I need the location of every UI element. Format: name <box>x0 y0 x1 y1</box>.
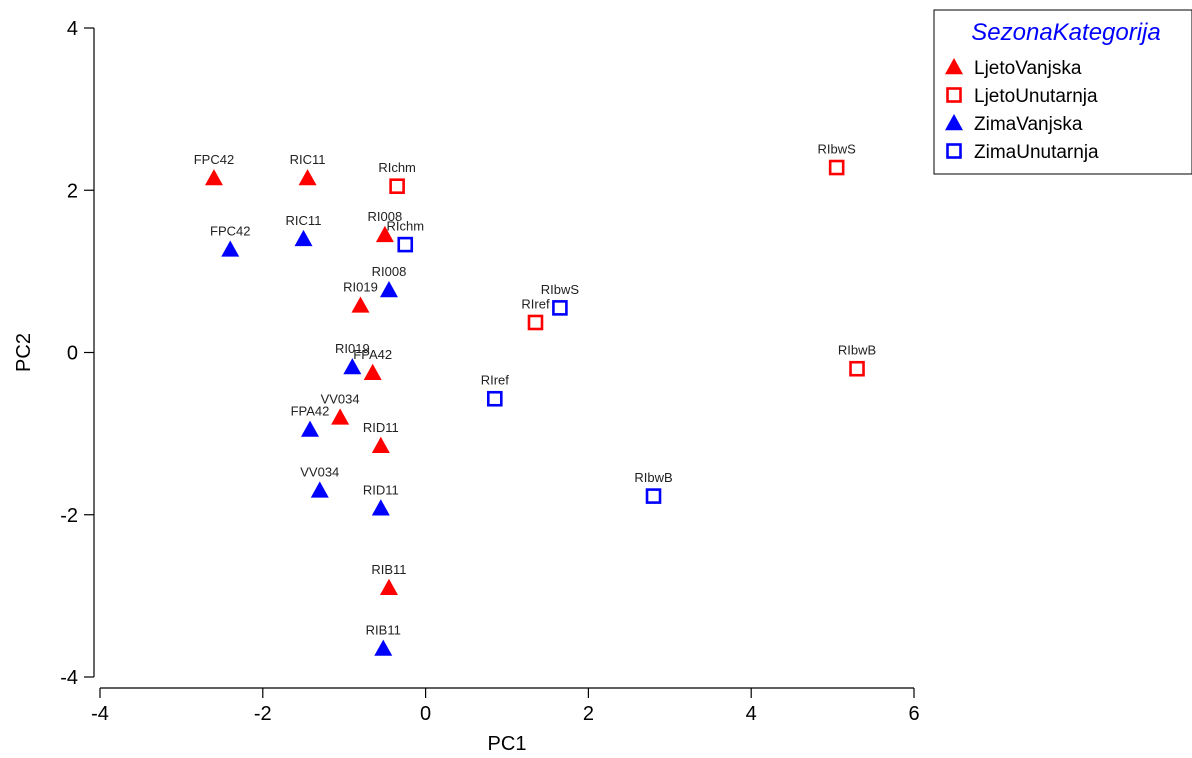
legend-label: LjetoVanjska <box>974 58 1082 79</box>
data-point <box>527 314 544 331</box>
data-point <box>371 436 390 453</box>
point-labels: FPC42 RIC11RI008RI019FPA42VV034RID11RIB11… <box>194 142 876 638</box>
legend-marker <box>945 114 963 131</box>
point-label: RIC11 <box>286 213 322 228</box>
x-tick-label: 4 <box>746 703 757 725</box>
data-point <box>343 358 362 375</box>
point-label: RIref <box>481 373 510 388</box>
point-label: RIref <box>521 296 550 311</box>
data-point <box>298 169 317 186</box>
point-label: RIB11 <box>366 623 401 638</box>
point-label: RI019 <box>343 279 378 294</box>
x-tick-label: -4 <box>91 703 109 725</box>
data-point <box>486 390 503 407</box>
x-tick-label: 6 <box>908 703 919 725</box>
point-label: RI008 <box>372 264 407 279</box>
data-point <box>310 481 329 498</box>
legend-items: LjetoVanjska LjetoUnutarnja ZimaVanjska Zim… <box>945 58 1099 163</box>
data-points <box>204 159 865 656</box>
legend-marker <box>946 143 962 159</box>
x-ticks: -4 -2 0 2 4 6 <box>91 688 920 725</box>
data-point <box>204 169 223 186</box>
point-label: RIbwB <box>634 470 672 485</box>
point-label: RI019 <box>335 341 370 356</box>
y-tick-label: -4 <box>60 667 78 689</box>
point-label: FPC42 <box>194 152 234 167</box>
data-point <box>849 360 865 377</box>
legend-box <box>933 9 1192 175</box>
point-label: VV034 <box>321 391 360 406</box>
point-label: FPA42 <box>291 404 330 419</box>
legend-label: ZimaUnutarnja <box>974 142 1099 163</box>
point-label: RID11 <box>363 420 399 435</box>
legend-marker <box>946 87 962 103</box>
data-point <box>397 236 414 253</box>
legend-title: SezonaKategorija <box>971 19 1160 46</box>
legend-label: ZimaVanjska <box>974 114 1083 135</box>
point-label: RIB11 <box>371 562 406 577</box>
y-tick-label: 4 <box>67 18 78 40</box>
data-point <box>363 363 382 380</box>
point-label: RIbwB <box>838 343 876 358</box>
data-point <box>379 578 398 595</box>
point-label: RID11 <box>363 482 399 497</box>
point-label: RIchm <box>378 160 416 175</box>
data-point <box>371 499 390 516</box>
x-tick-label: -2 <box>254 703 272 725</box>
point-label: FPA42 <box>353 347 392 362</box>
y-tick-label: 0 <box>67 343 78 365</box>
data-point <box>294 229 313 247</box>
y-ticks: -4 -2 0 2 4 <box>60 18 94 689</box>
x-axis-title: PC1 <box>488 733 527 755</box>
y-axis-title: PC2 <box>13 333 35 372</box>
point-label: RIchm <box>386 219 424 234</box>
point-label: RIbwS <box>541 282 580 297</box>
data-point <box>552 300 568 316</box>
point-label: RIbwS <box>818 142 857 157</box>
data-point <box>379 281 398 298</box>
data-point <box>351 296 370 313</box>
axes: -4 -2 0 2 4 6 -4 -2 0 2 4 PC1 PC2 <box>13 18 920 755</box>
data-point <box>375 225 394 243</box>
legend: SezonaKategorija LjetoVanjska LjetoUnutar… <box>933 9 1192 175</box>
data-point <box>374 639 393 656</box>
point-label: VV034 <box>300 464 339 479</box>
point-label: FPC42 <box>210 223 250 238</box>
data-point <box>301 420 320 437</box>
data-point <box>331 408 350 425</box>
data-point <box>828 159 845 176</box>
legend-marker <box>945 58 963 75</box>
data-point <box>221 240 240 257</box>
y-tick-label: 2 <box>67 180 78 202</box>
legend-label: LjetoUnutarnja <box>974 86 1098 107</box>
point-label: RIC11 <box>290 152 326 167</box>
point-label: RI008 <box>368 209 403 224</box>
data-point <box>645 488 662 504</box>
data-point <box>389 178 405 194</box>
y-tick-label: -2 <box>60 505 78 527</box>
x-tick-label: 2 <box>583 703 594 725</box>
x-tick-label: 0 <box>420 703 431 725</box>
